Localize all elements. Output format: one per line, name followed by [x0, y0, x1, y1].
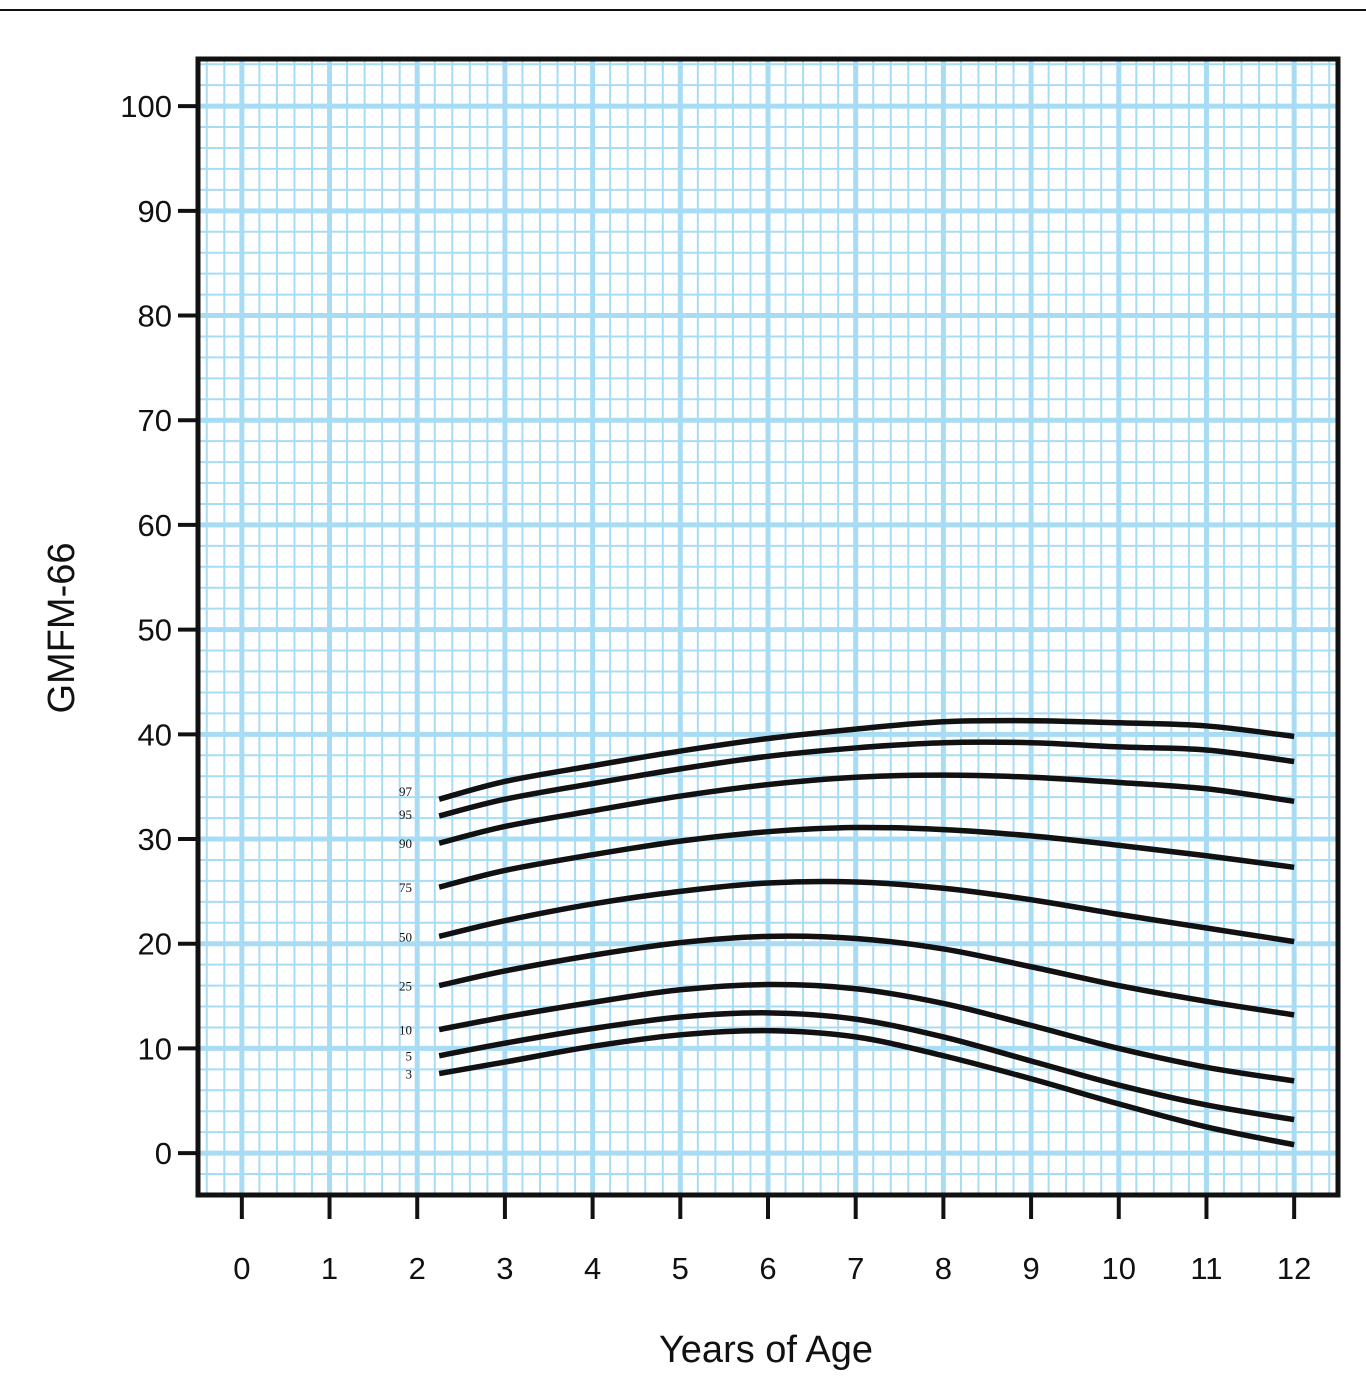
percentile-label-25: 25: [399, 979, 412, 994]
y-tick-label: 70: [138, 403, 172, 438]
y-tick-label: 0: [155, 1136, 172, 1171]
x-tick-label: 0: [233, 1251, 250, 1286]
percentile-labels: 97 95 90 75 50 25 10 5 3: [399, 784, 413, 1081]
x-tick-label: 9: [1022, 1251, 1039, 1286]
percentile-curve-75: [438, 824, 1295, 890]
percentile-label-50: 50: [399, 929, 412, 944]
y-tick-label: 40: [138, 717, 172, 752]
percentile-label-97: 97: [399, 784, 413, 799]
percentile-label-3: 3: [406, 1067, 413, 1082]
percentile-label-10: 10: [399, 1023, 412, 1038]
percentile-curves: [438, 717, 1295, 1148]
x-tick-label: 10: [1102, 1251, 1136, 1286]
percentile-label-75: 75: [399, 880, 412, 895]
percentile-curve-50: [438, 878, 1295, 945]
percentile-curve-90: [438, 772, 1295, 846]
x-tick-label: 11: [1190, 1251, 1222, 1286]
x-tick-label: 4: [584, 1251, 601, 1286]
x-tick-label: 7: [847, 1251, 864, 1286]
x-axis-title: Years of Age: [659, 1329, 873, 1371]
y-axis-title: GMFM-66: [41, 543, 83, 714]
percentile-label-90: 90: [399, 836, 412, 851]
x-tick-label: 2: [409, 1251, 426, 1286]
y-tick-label: 50: [138, 613, 172, 648]
x-tick-label: 1: [321, 1251, 338, 1286]
percentile-curve-97: [438, 717, 1295, 802]
y-tick-label: 60: [138, 508, 172, 543]
percentile-curve-3: [438, 1027, 1295, 1148]
percentile-curve-25: [438, 933, 1295, 1018]
x-tick-label: 5: [672, 1251, 689, 1286]
x-tick-label: 8: [935, 1251, 952, 1286]
percentile-curve-10: [438, 981, 1295, 1084]
percentile-curve-5: [438, 1010, 1295, 1123]
percentile-curve-95: [438, 739, 1295, 819]
y-tick-label: 100: [120, 89, 172, 124]
y-tick-label: 30: [138, 822, 172, 857]
percentile-label-5: 5: [406, 1049, 413, 1064]
y-tick-label: 10: [138, 1031, 172, 1066]
x-tick-label: 3: [496, 1251, 513, 1286]
y-tick-label: 90: [138, 194, 172, 229]
y-tick-label: 80: [138, 299, 172, 334]
grid: [198, 59, 1338, 1196]
x-tick-label: 6: [759, 1251, 776, 1286]
percentile-label-95: 95: [399, 807, 412, 822]
x-tick-label: 12: [1277, 1251, 1311, 1286]
y-tick-label: 20: [138, 927, 172, 962]
